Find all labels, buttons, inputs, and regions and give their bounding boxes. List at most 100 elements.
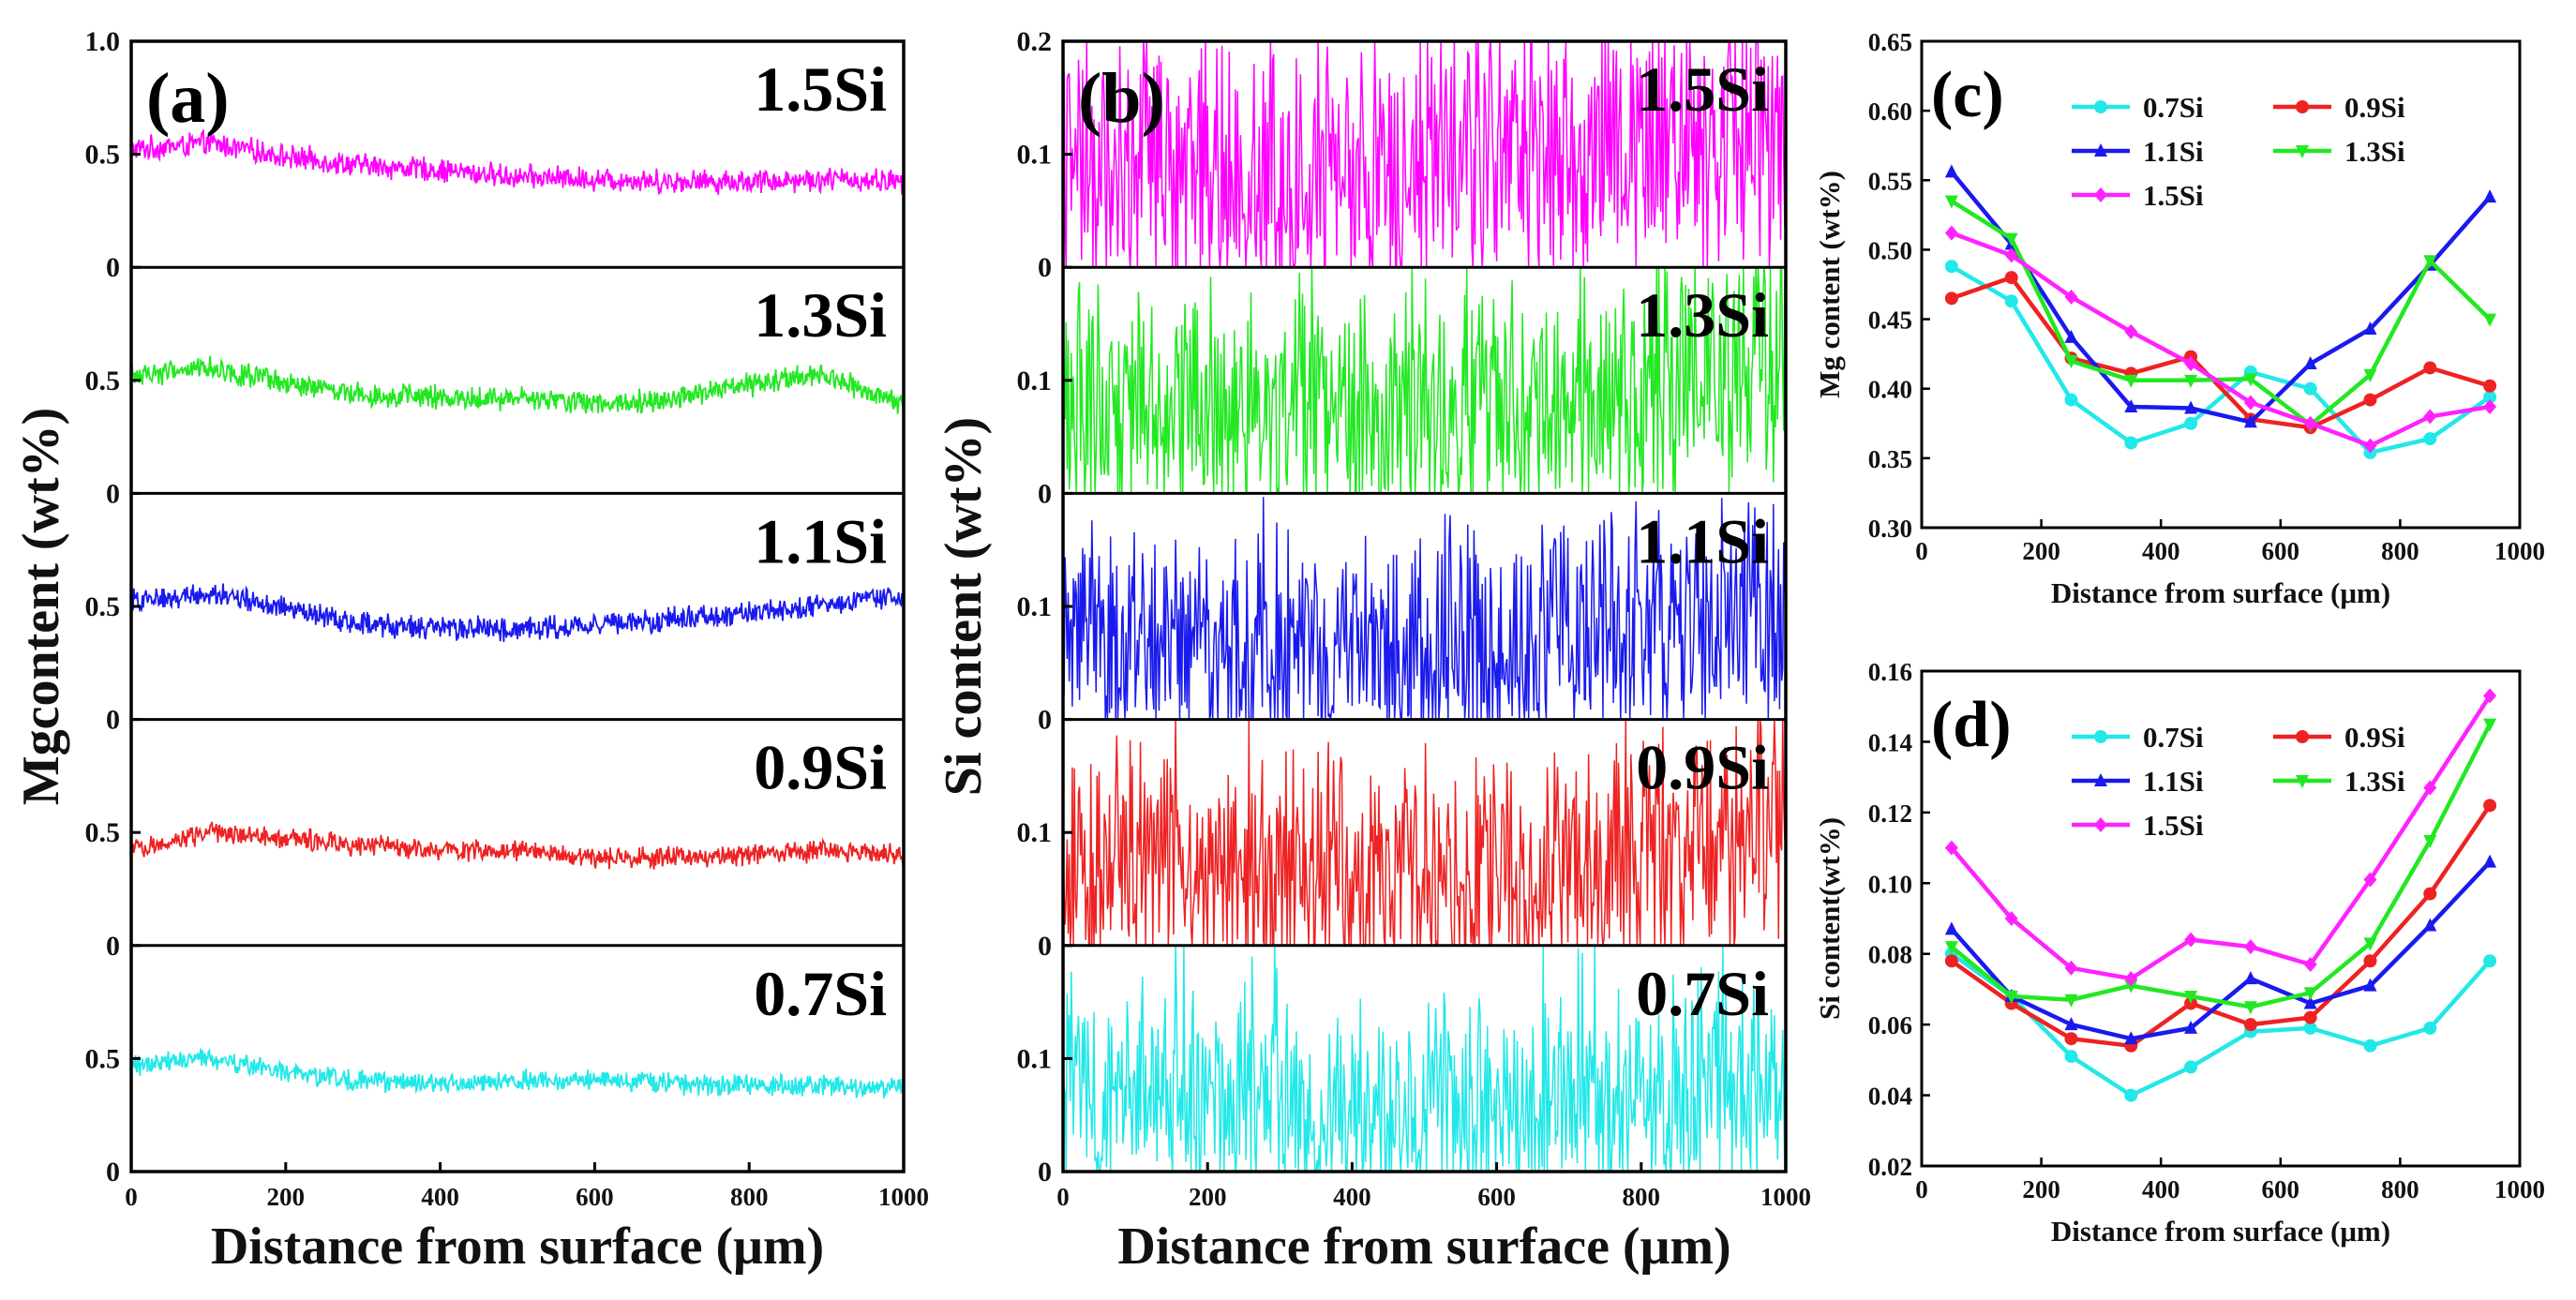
x-axis-title: Distance from surface (μm) <box>211 1218 824 1276</box>
y-tick-label: 0.10 <box>1868 870 1912 898</box>
series-11Si-point <box>2303 356 2317 370</box>
series-11Si-point <box>2184 400 2198 414</box>
trace-label-09Si: 0.9Si <box>754 732 887 803</box>
series-07Si-point <box>2483 954 2497 968</box>
legend-label-13Si: 1.3Si <box>2344 135 2405 168</box>
series-13Si-point <box>2124 979 2138 994</box>
y-tick-label: 0 <box>106 478 120 509</box>
series-11Si-point <box>2243 971 2257 985</box>
series-11Si-point <box>2124 1031 2138 1045</box>
trace-15Si-line <box>130 129 905 195</box>
x-tick-label: 600 <box>2262 1175 2300 1203</box>
x-tick-label: 600 <box>1477 1183 1516 1211</box>
series-07Si-point <box>2184 1060 2198 1074</box>
y-axis-title: Mg content (wt%) <box>1813 171 1846 398</box>
x-tick-label: 400 <box>421 1183 459 1211</box>
y-tick-label: 0.12 <box>1868 799 1912 828</box>
x-tick-label: 400 <box>2142 1175 2180 1203</box>
plot-frame <box>1061 39 1788 1173</box>
trace-label-15Si: 1.5Si <box>1636 53 1769 125</box>
series-15Si-line <box>1951 231 2491 448</box>
legend-marker-13Si <box>2296 775 2309 788</box>
series-13Si-point <box>2243 373 2257 387</box>
y-axis-title: Mgcontent (wt%) <box>12 408 70 806</box>
y-tick-label: 0 <box>106 252 120 283</box>
series-13Si-point <box>2483 718 2497 732</box>
y-tick-label: 0 <box>1038 478 1052 509</box>
x-tick-label: 800 <box>1623 1183 1661 1211</box>
y-tick-label: 0.30 <box>1868 515 1912 543</box>
y-tick-label: 0.1 <box>1017 140 1053 171</box>
y-tick-label: 0.08 <box>1868 941 1912 969</box>
series-13Si-point <box>2423 835 2437 849</box>
series-07Si-point <box>1944 260 1958 274</box>
series-15Si-point <box>2423 780 2437 796</box>
series-09Si-line <box>1951 275 2491 430</box>
series-13Si-point <box>2303 987 2317 1001</box>
series-15Si-point <box>2243 395 2257 411</box>
series-13Si-point <box>2064 994 2078 1008</box>
x-tick-label: 0 <box>1056 1183 1070 1211</box>
legend-label-07Si: 0.7Si <box>2143 721 2204 754</box>
series-07Si-point <box>2184 416 2198 430</box>
series-11Si-point <box>2243 414 2257 428</box>
panel-c: 0.30 0.35 0.40 0.45 0.50 0.55 0.60 0.65 0 200 400 6… <box>1813 28 2545 609</box>
series-13Si-point <box>1944 195 1958 209</box>
x-tick-label: 200 <box>2022 1175 2060 1203</box>
series-15Si-point <box>2184 356 2198 372</box>
trace-13Si-line <box>1062 265 1787 495</box>
x-tick-label: 600 <box>2262 537 2300 565</box>
x-axis-title: Distance from surface (μm) <box>2051 1215 2390 1248</box>
trace-label-11Si: 1.1Si <box>754 505 887 576</box>
x-tick-label: 800 <box>730 1183 769 1211</box>
y-tick-label: 0.1 <box>1017 366 1053 396</box>
x-axis-title: Distance from surface (μm) <box>2051 576 2390 609</box>
series-09Si-point <box>2303 1010 2317 1024</box>
legend-label-07Si: 0.7Si <box>2143 91 2204 124</box>
series-09Si-point <box>2243 1018 2257 1032</box>
series-11Si-point <box>2184 1020 2198 1034</box>
series-11Si-point <box>2064 1017 2078 1031</box>
series-07Si-point <box>2124 1088 2138 1102</box>
trace-07Si-line <box>130 1048 905 1100</box>
series-07Si-point <box>2483 390 2497 404</box>
series-15Si-point <box>2243 939 2257 955</box>
trace-label-07Si: 0.7Si <box>754 958 887 1029</box>
y-tick-label: 0.35 <box>1868 445 1912 473</box>
y-tick-label: 0.40 <box>1868 376 1912 404</box>
series-11Si-point <box>2064 329 2078 343</box>
series-11Si-point <box>2124 398 2138 412</box>
series-09Si-point <box>1944 954 1958 968</box>
legend-label-11Si: 1.1Si <box>2143 135 2204 168</box>
y-tick-label: 0.04 <box>1868 1083 1912 1111</box>
y-tick-label: 0.5 <box>85 366 121 396</box>
legend-label-11Si: 1.1Si <box>2143 765 2204 798</box>
x-tick-label: 400 <box>1333 1183 1371 1211</box>
y-tick-label: 0 <box>1038 1157 1052 1188</box>
series-15Si-point <box>2483 398 2497 414</box>
series-13Si-point <box>2004 990 2018 1004</box>
series-13Si-line <box>1950 199 2492 428</box>
x-tick-label: 1000 <box>2494 1175 2545 1203</box>
y-tick-label: 0.1 <box>1017 1043 1053 1074</box>
x-tick-label: 800 <box>2381 537 2419 565</box>
series-15Si-point <box>2184 932 2198 948</box>
series-13Si-point <box>2004 232 2018 247</box>
y-tick-label: 0.1 <box>1017 591 1053 622</box>
legend-label-15Si: 1.5Si <box>2143 179 2204 212</box>
series-09Si-point <box>2423 361 2437 375</box>
series-15Si-point <box>1944 840 1958 856</box>
legend-marker-07Si <box>2094 100 2107 113</box>
plot-frame <box>1920 669 2522 1168</box>
y-tick-label: 0 <box>1038 931 1052 962</box>
series-07Si-point <box>2363 1039 2377 1053</box>
panel-tag: (c) <box>1931 59 2004 131</box>
x-tick-label: 200 <box>2022 537 2060 565</box>
series-13Si-point <box>2243 1001 2257 1015</box>
y-tick-label-top: 1.0 <box>85 26 121 57</box>
y-tick-label-top: 0.2 <box>1017 26 1053 57</box>
series-15Si-line <box>1950 695 2492 981</box>
x-tick-label: 0 <box>1915 1175 1928 1203</box>
series-15Si-point <box>2124 971 2138 987</box>
y-tick-label: 0 <box>106 931 120 962</box>
